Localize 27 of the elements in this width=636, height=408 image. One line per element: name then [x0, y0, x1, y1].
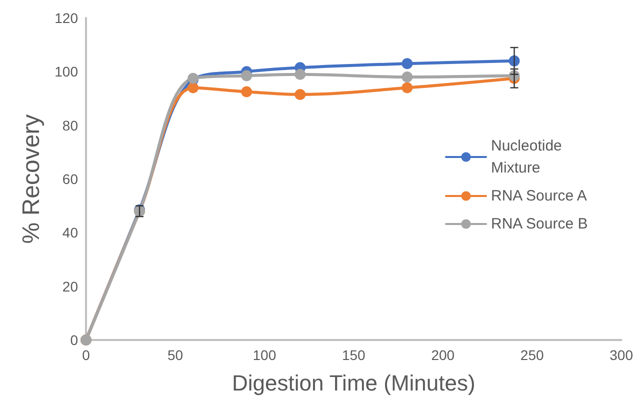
point — [188, 82, 199, 94]
x-axis-title: Digestion Time (Minutes) — [232, 370, 476, 396]
y-tick-label: 40 — [62, 224, 78, 241]
x-tick-label: 50 — [167, 347, 184, 363]
point — [241, 70, 252, 82]
y-axis-title: % Recovery — [18, 114, 46, 244]
legend-label: Nucleotide Mixture — [491, 138, 566, 176]
point — [294, 68, 306, 80]
y-tick-label: 80 — [62, 117, 78, 134]
x-tick-label: 100 — [252, 347, 276, 363]
x-tick-label: 0 — [82, 347, 90, 363]
point — [402, 82, 413, 94]
y-tick-label: 120 — [54, 10, 78, 26]
x-tick-label: 200 — [431, 347, 455, 363]
x-tick-label: 150 — [342, 347, 366, 363]
x-tick-label: 300 — [610, 347, 634, 363]
point — [402, 72, 413, 83]
y-tick-label: 20 — [62, 278, 78, 294]
legend-label: RNA Source A — [491, 188, 587, 204]
point — [294, 88, 306, 100]
legend-label: RNA Source B — [491, 216, 588, 232]
y-tick-label: 100 — [54, 64, 78, 80]
point — [241, 86, 252, 98]
y-tick-label: 0 — [70, 332, 78, 348]
point — [402, 58, 413, 70]
y-tick-label: 60 — [62, 171, 78, 187]
x-tick-label: 250 — [520, 347, 544, 363]
